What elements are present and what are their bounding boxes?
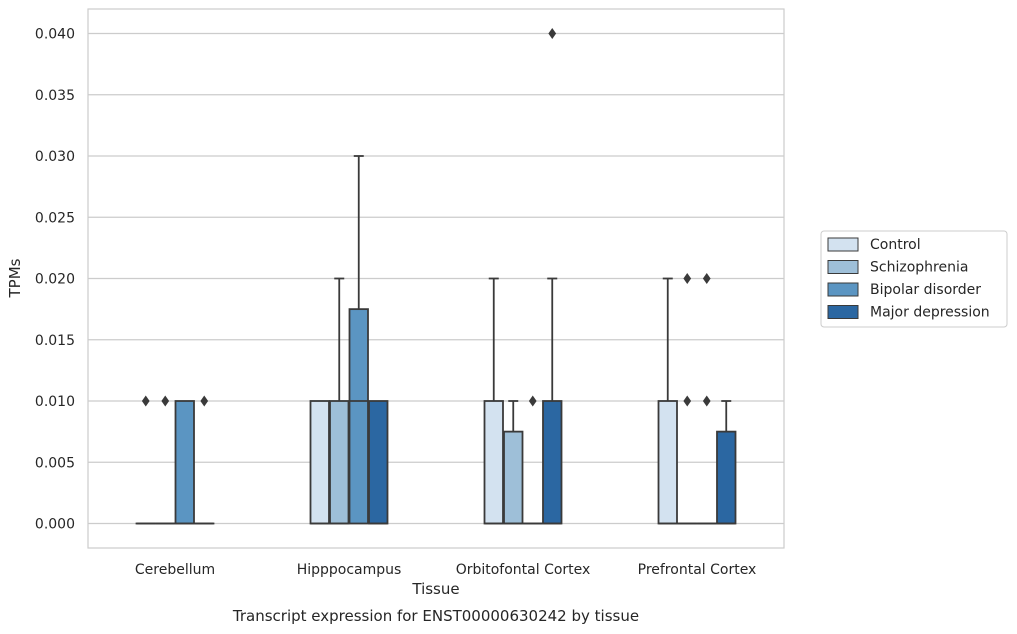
legend-swatch <box>827 305 859 319</box>
legend-label: Control <box>870 237 921 253</box>
box-bipolar-disorder <box>348 155 369 525</box>
box-schizophrenia <box>503 400 524 525</box>
x-axis-label: Tissue <box>411 580 459 598</box>
boxes <box>135 27 737 525</box>
box-bipolar-disorder <box>522 395 543 525</box>
box-bipolar-disorder <box>174 400 195 525</box>
outlier-marker <box>683 395 692 407</box>
box-body <box>309 400 330 525</box>
outlier-marker <box>702 395 711 407</box>
legend: Control Schizophrenia Bipolar disorder Majo… <box>820 230 1008 328</box>
x-tick-label: Prefrontal Cortex <box>638 562 757 578</box>
box-major-depression <box>194 395 215 525</box>
box-control <box>483 277 504 525</box>
box-major-depression <box>716 400 737 525</box>
box-schizophrenia <box>329 277 350 525</box>
y-tick-label: 0.020 <box>35 272 75 288</box>
legend-swatch <box>827 237 859 252</box>
y-tick-label: 0.015 <box>35 333 75 349</box>
box-body <box>716 430 737 525</box>
box-schizophrenia <box>155 395 176 525</box>
outlier-marker <box>702 272 711 285</box>
outlier-marker <box>161 395 170 407</box>
y-tick-label: 0.035 <box>35 88 75 104</box>
y-tick-label: 0.005 <box>35 455 75 471</box>
outlier-marker <box>548 27 557 40</box>
legend-swatch <box>827 282 859 297</box>
y-tick-label: 0.025 <box>35 210 75 226</box>
box-schizophrenia <box>677 272 698 525</box>
legend-label: Schizophrenia <box>870 260 968 276</box>
x-tick-label: Cerebellum <box>135 562 215 578</box>
box-bipolar-disorder <box>696 272 717 525</box>
x-tick-labels: Cerebellum Hipppocampus Orbitofontal Corte… <box>135 562 756 578</box>
legend-label: Bipolar disorder <box>870 282 981 298</box>
y-tick-label: 0.040 <box>35 27 75 43</box>
box-control <box>135 395 156 525</box>
outlier-marker <box>528 395 537 407</box>
chart-caption: Transcript expression for ENST0000063024… <box>232 607 639 625</box>
box-major-depression <box>368 400 389 525</box>
y-tick-label: 0.000 <box>35 517 75 533</box>
box-body <box>542 400 563 525</box>
legend-swatch <box>827 260 859 274</box>
y-tick-label: 0.010 <box>35 394 75 410</box>
plot-frame <box>87 8 785 549</box>
box-body <box>329 400 350 525</box>
legend-frame <box>820 230 1008 328</box>
box-body <box>657 400 678 525</box>
x-tick-label: Hipppocampus <box>297 562 402 578</box>
box-body <box>503 430 524 525</box>
box-control <box>309 400 330 525</box>
legend-label: Major depression <box>870 305 990 321</box>
box-control <box>657 277 678 525</box>
outlier-marker <box>200 395 209 407</box>
box-body <box>348 308 369 525</box>
box-body <box>483 400 504 525</box>
outlier-marker <box>683 272 692 285</box>
y-axis-label: TPMs <box>6 258 24 298</box>
outlier-marker <box>141 395 150 407</box>
box-body <box>368 400 389 525</box>
box-body <box>174 400 195 525</box>
y-tick-labels: 0.000 0.005 0.010 0.015 0.020 0.025 0.030 0.035… <box>35 27 75 533</box>
box-major-depression <box>542 27 563 525</box>
legend-entries: Control Schizophrenia Bipolar disorder Majo… <box>827 237 990 321</box>
x-tick-label: Orbitofontal Cortex <box>456 562 591 578</box>
y-tick-label: 0.030 <box>35 149 75 165</box>
